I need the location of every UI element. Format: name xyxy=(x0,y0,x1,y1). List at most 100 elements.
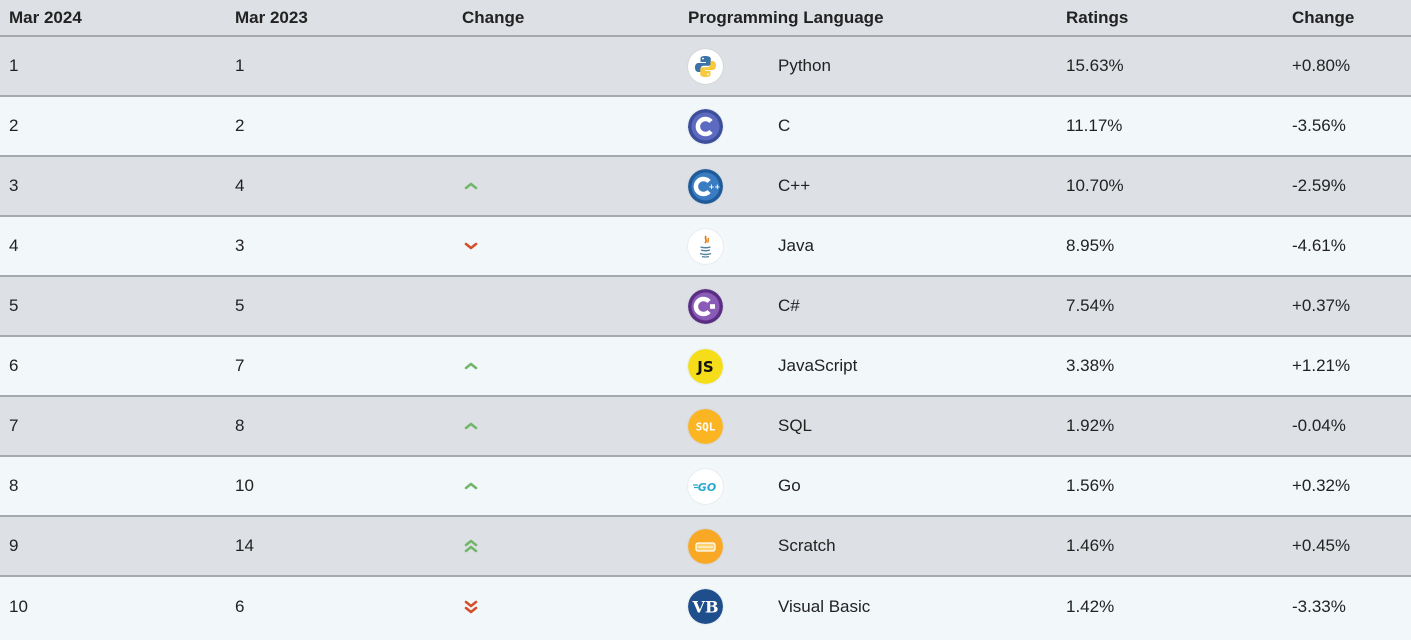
rating-change-value: -2.59% xyxy=(1283,156,1411,217)
rating-change-value: +1.21% xyxy=(1283,336,1411,397)
rating-change-value: -3.56% xyxy=(1283,96,1411,157)
rating-change-value: -4.61% xyxy=(1283,216,1411,277)
rank-2023: 2 xyxy=(226,96,453,157)
rank-change-cell xyxy=(453,96,679,157)
rank-2023: 1 xyxy=(226,36,453,97)
rating-value: 8.95% xyxy=(1057,216,1283,277)
rank-change-cell xyxy=(453,36,679,97)
rank-2023: 4 xyxy=(226,156,453,217)
rating-change-value: +0.37% xyxy=(1283,276,1411,337)
visual-basic-logo-icon: VB xyxy=(688,589,723,624)
c-logo-icon xyxy=(688,108,723,144)
rating-value: 1.56% xyxy=(1057,456,1283,517)
rank-change-cell xyxy=(453,156,679,217)
header-rank-2024[interactable]: Mar 2024 xyxy=(0,0,226,37)
rank-change-cell xyxy=(453,276,679,337)
language-name: Go xyxy=(769,456,1057,517)
chevron-up-icon xyxy=(461,176,481,196)
rank-change-cell xyxy=(453,216,679,277)
rating-value: 10.70% xyxy=(1057,156,1283,217)
chevron-down-icon xyxy=(461,236,481,256)
table-header-row: Mar 2024 Mar 2023 Change Programming Lan… xyxy=(0,0,1411,37)
logo-text-js: JS xyxy=(696,358,713,376)
csharp-logo-icon xyxy=(688,288,723,324)
rank-2024: 9 xyxy=(0,516,226,577)
chevron-up-icon xyxy=(461,476,481,496)
rating-change-value: -3.33% xyxy=(1283,576,1411,636)
language-name: C xyxy=(769,96,1057,157)
chevron-up-icon xyxy=(461,416,481,436)
header-programming-language[interactable]: Programming Language xyxy=(679,0,1057,37)
language-name: Python xyxy=(769,36,1057,97)
language-logo-cell xyxy=(679,216,769,277)
language-name: JavaScript xyxy=(769,336,1057,397)
language-logo-cell xyxy=(679,276,769,337)
rating-value: 1.42% xyxy=(1057,576,1283,636)
rank-change-cell xyxy=(453,516,679,577)
header-rank-2023[interactable]: Mar 2023 xyxy=(226,0,453,37)
svg-text:++: ++ xyxy=(709,183,721,191)
header-rank-change[interactable]: Change xyxy=(453,0,679,37)
logo-text-sql: SQL xyxy=(696,420,716,433)
python-logo-icon xyxy=(688,48,723,84)
logo-text-vb: VB xyxy=(692,598,719,617)
language-name: C++ xyxy=(769,156,1057,217)
language-logo-cell xyxy=(679,96,769,157)
rank-2023: 10 xyxy=(226,456,453,517)
rank-2024: 5 xyxy=(0,276,226,337)
rank-change-cell xyxy=(453,336,679,397)
rank-2023: 7 xyxy=(226,336,453,397)
table-row: 9 14 Scratch 1.46% +0.45% xyxy=(0,516,1411,577)
language-name: Java xyxy=(769,216,1057,277)
rank-2023: 5 xyxy=(226,276,453,337)
scratch-logo-icon xyxy=(688,528,723,564)
rating-value: 15.63% xyxy=(1057,36,1283,97)
rating-change-value: -0.04% xyxy=(1283,396,1411,457)
rank-2024: 1 xyxy=(0,36,226,97)
rating-value: 1.92% xyxy=(1057,396,1283,457)
double-chevron-down-icon xyxy=(461,597,481,617)
language-logo-cell: JS xyxy=(679,336,769,397)
rating-change-value: +0.80% xyxy=(1283,36,1411,97)
language-name: SQL xyxy=(769,396,1057,457)
language-logo-cell: GO xyxy=(679,456,769,517)
rank-change-cell xyxy=(453,576,679,636)
table-row: 8 10 GO Go 1.56% +0.32% xyxy=(0,456,1411,517)
header-ratings[interactable]: Ratings xyxy=(1057,0,1283,37)
rank-2024: 2 xyxy=(0,96,226,157)
rating-value: 11.17% xyxy=(1057,96,1283,157)
language-name: Scratch xyxy=(769,516,1057,577)
double-chevron-up-icon xyxy=(461,536,481,556)
rank-2024: 6 xyxy=(0,336,226,397)
header-ratings-change[interactable]: Change xyxy=(1283,0,1411,37)
cplusplus-logo-icon: ++ xyxy=(688,168,723,204)
chevron-up-icon xyxy=(461,356,481,376)
rank-change-cell xyxy=(453,456,679,517)
rank-2024: 8 xyxy=(0,456,226,517)
rating-change-value: +0.45% xyxy=(1283,516,1411,577)
go-logo-icon: GO xyxy=(688,468,723,504)
logo-text-go: GO xyxy=(698,481,716,494)
javascript-logo-icon: JS xyxy=(688,348,723,384)
rank-2023: 6 xyxy=(226,576,453,636)
rating-value: 1.46% xyxy=(1057,516,1283,577)
language-logo-cell: VB xyxy=(679,576,769,636)
rating-value: 7.54% xyxy=(1057,276,1283,337)
language-logo-cell: SQL xyxy=(679,396,769,457)
rank-2023: 8 xyxy=(226,396,453,457)
language-logo-cell xyxy=(679,516,769,577)
table-row: 10 6 VB Visual Basic 1.42% -3.33% xyxy=(0,576,1411,636)
language-name: Visual Basic xyxy=(769,576,1057,636)
rank-2024: 4 xyxy=(0,216,226,277)
language-logo-cell: ++ xyxy=(679,156,769,217)
rank-2024: 3 xyxy=(0,156,226,217)
rating-change-value: +0.32% xyxy=(1283,456,1411,517)
